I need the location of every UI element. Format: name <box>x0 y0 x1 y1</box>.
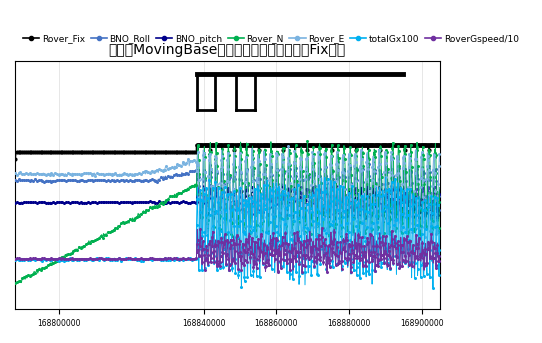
RoverGspeed/10 <box>425 242 432 246</box>
totalGx100 <box>262 266 269 270</box>
Rover_Fix <box>193 143 200 147</box>
Rover_Fix <box>215 143 221 147</box>
RoverGspeed/10 <box>60 257 67 261</box>
Rover_Fix <box>12 157 18 162</box>
BNO_Roll <box>425 164 432 168</box>
Line: Rover_N: Rover_N <box>14 140 441 284</box>
BNO_pitch <box>368 212 375 216</box>
Line: BNO_Roll: BNO_Roll <box>14 158 441 218</box>
totalGx100 <box>214 240 221 245</box>
BNO_Roll <box>262 176 269 180</box>
Rover_Fix <box>425 143 431 147</box>
BNO_pitch <box>425 186 432 190</box>
Rover_N <box>262 163 269 167</box>
BNO_pitch <box>60 200 67 204</box>
totalGx100 <box>368 208 375 212</box>
Title: バー式MovingBase　水平姿勢水平振り回しFix落ち: バー式MovingBase 水平姿勢水平振り回しFix落ち <box>109 43 346 57</box>
Line: RoverGspeed/10: RoverGspeed/10 <box>14 227 441 273</box>
Rover_Fix <box>436 143 443 147</box>
RoverGspeed/10 <box>319 226 325 230</box>
totalGx100 <box>430 286 436 290</box>
BNO_Roll <box>231 157 238 161</box>
Line: Rover_Fix: Rover_Fix <box>14 144 441 161</box>
Line: BNO_pitch: BNO_pitch <box>14 185 441 221</box>
RoverGspeed/10 <box>12 257 18 261</box>
BNO_pitch <box>207 183 214 187</box>
Line: Rover_E: Rover_E <box>14 145 441 240</box>
Rover_E <box>215 238 222 242</box>
RoverGspeed/10 <box>369 250 375 254</box>
Rover_E <box>214 210 221 214</box>
BNO_pitch <box>262 199 269 203</box>
BNO_Roll <box>88 178 95 182</box>
BNO_Roll <box>12 178 18 182</box>
RoverGspeed/10 <box>436 256 443 260</box>
totalGx100 <box>425 194 431 198</box>
RoverGspeed/10 <box>214 262 221 267</box>
BNO_Roll <box>214 185 221 189</box>
Rover_N <box>12 281 19 285</box>
BNO_pitch <box>12 201 18 205</box>
BNO_Roll <box>60 178 67 182</box>
Rover_N <box>436 185 443 189</box>
Rover_N <box>304 139 311 143</box>
Rover_E <box>60 172 67 176</box>
totalGx100 <box>88 258 95 262</box>
Rover_E <box>285 143 292 147</box>
totalGx100 <box>382 175 389 179</box>
Rover_E <box>262 199 269 203</box>
Rover_Fix <box>60 150 67 154</box>
BNO_pitch <box>88 200 95 204</box>
Rover_Fix <box>88 150 95 154</box>
Rover_N <box>12 281 18 285</box>
RoverGspeed/10 <box>347 270 354 274</box>
Rover_E <box>425 168 432 172</box>
BNO_Roll <box>356 215 363 219</box>
BNO_pitch <box>436 188 443 192</box>
RoverGspeed/10 <box>262 270 269 274</box>
Line: totalGx100: totalGx100 <box>14 176 441 288</box>
totalGx100 <box>12 258 18 262</box>
BNO_Roll <box>436 190 443 194</box>
BNO_Roll <box>369 211 375 215</box>
RoverGspeed/10 <box>88 257 95 261</box>
Rover_N <box>425 154 432 158</box>
Rover_E <box>436 159 443 163</box>
Rover_Fix <box>368 143 375 147</box>
Rover_N <box>61 255 68 259</box>
Legend: Rover_Fix, BNO_Roll, BNO_pitch, Rover_N, Rover_E, totalGx100, RoverGspeed/10: Rover_Fix, BNO_Roll, BNO_pitch, Rover_N,… <box>20 31 522 47</box>
Rover_E <box>12 171 18 175</box>
Rover_N <box>215 187 221 191</box>
Rover_N <box>369 236 375 240</box>
totalGx100 <box>436 228 443 232</box>
BNO_pitch <box>379 218 386 223</box>
Rover_Fix <box>262 143 269 147</box>
BNO_pitch <box>215 205 221 209</box>
Rover_E <box>369 190 375 194</box>
Rover_E <box>88 173 95 177</box>
totalGx100 <box>60 257 67 261</box>
Rover_N <box>89 240 96 244</box>
